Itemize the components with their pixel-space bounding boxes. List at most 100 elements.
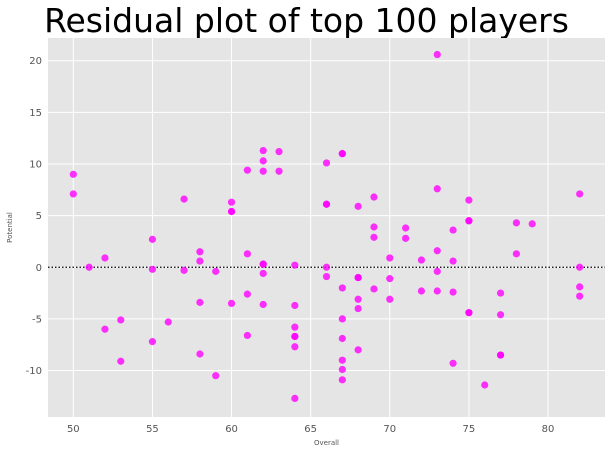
data-point bbox=[496, 311, 505, 319]
data-point bbox=[465, 217, 473, 225]
data-point bbox=[496, 351, 505, 359]
data-point bbox=[338, 376, 346, 384]
data-point bbox=[433, 50, 441, 59]
data-point bbox=[196, 350, 204, 358]
data-point bbox=[576, 263, 584, 271]
data-point bbox=[212, 372, 220, 380]
data-point bbox=[180, 195, 188, 203]
data-point bbox=[243, 166, 251, 174]
data-point bbox=[465, 196, 473, 204]
x-tick-label: 75 bbox=[463, 424, 476, 435]
data-point bbox=[259, 260, 267, 268]
data-point bbox=[465, 309, 473, 317]
data-point bbox=[354, 295, 362, 303]
data-point bbox=[275, 147, 283, 156]
y-tick-labels: -10 -5 0 5 10 15 20 bbox=[26, 56, 42, 377]
plot-area bbox=[48, 38, 605, 417]
y-tick-label: -10 bbox=[26, 366, 42, 377]
data-point bbox=[433, 267, 441, 275]
data-point bbox=[449, 226, 457, 234]
x-tick-label: 55 bbox=[146, 424, 159, 435]
data-point bbox=[196, 257, 204, 265]
data-point bbox=[386, 295, 394, 303]
data-point bbox=[291, 343, 299, 351]
data-point bbox=[576, 292, 584, 300]
data-point bbox=[338, 334, 346, 343]
data-point bbox=[449, 257, 457, 265]
data-point bbox=[528, 220, 536, 228]
y-tick-label: 0 bbox=[36, 263, 42, 274]
x-tick-label: 70 bbox=[383, 424, 396, 435]
data-point bbox=[386, 254, 394, 262]
data-point bbox=[338, 356, 346, 364]
data-point bbox=[243, 331, 251, 340]
y-tick-label: 5 bbox=[36, 211, 42, 222]
y-tick-label: 20 bbox=[29, 56, 42, 67]
data-point bbox=[227, 299, 236, 308]
data-point bbox=[417, 256, 426, 264]
data-point bbox=[227, 207, 236, 216]
data-point bbox=[370, 285, 378, 293]
data-point bbox=[496, 289, 505, 297]
data-point bbox=[85, 263, 93, 271]
data-point bbox=[338, 365, 346, 374]
data-point bbox=[259, 157, 267, 165]
data-point bbox=[449, 359, 457, 367]
x-tick-labels: 50 55 60 65 70 75 80 bbox=[67, 424, 554, 435]
data-point bbox=[322, 272, 331, 281]
data-point bbox=[338, 150, 346, 158]
data-point bbox=[512, 219, 520, 227]
data-point bbox=[370, 193, 378, 201]
data-point bbox=[386, 275, 394, 283]
data-point bbox=[69, 190, 77, 198]
data-point bbox=[117, 316, 125, 324]
data-point bbox=[354, 273, 362, 282]
x-tick-label: 65 bbox=[304, 424, 317, 435]
data-point bbox=[338, 284, 346, 292]
data-point bbox=[433, 185, 441, 193]
x-tick-label: 80 bbox=[542, 424, 555, 435]
data-point bbox=[196, 298, 204, 306]
data-point bbox=[291, 394, 299, 403]
data-point bbox=[259, 146, 267, 155]
data-point bbox=[449, 288, 457, 296]
y-tick-label: 10 bbox=[29, 159, 42, 170]
data-point bbox=[481, 381, 489, 389]
data-point bbox=[402, 234, 410, 242]
data-point bbox=[291, 323, 299, 331]
data-point bbox=[148, 235, 157, 243]
data-point bbox=[291, 261, 299, 269]
data-point bbox=[196, 248, 204, 256]
data-point bbox=[164, 318, 172, 326]
data-point bbox=[227, 198, 236, 206]
data-point bbox=[259, 300, 267, 309]
data-point bbox=[259, 269, 267, 278]
data-point bbox=[291, 301, 299, 310]
data-point bbox=[402, 224, 410, 232]
x-gridlines bbox=[72, 38, 549, 417]
data-point bbox=[180, 266, 188, 274]
x-tick-label: 50 bbox=[67, 424, 80, 435]
data-point bbox=[148, 265, 157, 273]
data-point bbox=[212, 267, 220, 275]
data-point bbox=[576, 283, 584, 291]
data-point bbox=[291, 332, 299, 341]
data-point bbox=[243, 250, 251, 258]
data-point bbox=[370, 233, 378, 241]
data-point bbox=[322, 200, 331, 208]
data-points bbox=[69, 50, 584, 403]
data-point bbox=[117, 357, 125, 365]
data-point bbox=[259, 167, 267, 175]
x-axis-label: Overall bbox=[314, 439, 339, 447]
y-tick-label: -5 bbox=[32, 314, 42, 325]
y-tick-label: 15 bbox=[29, 108, 42, 119]
data-point bbox=[512, 250, 520, 258]
data-point bbox=[433, 287, 441, 295]
data-point bbox=[322, 159, 331, 167]
data-point bbox=[101, 254, 109, 262]
chart-title: Residual plot of top 100 players bbox=[44, 1, 569, 40]
data-point bbox=[370, 223, 378, 231]
y-axis-label: Potential bbox=[6, 212, 14, 243]
data-point bbox=[354, 304, 362, 313]
